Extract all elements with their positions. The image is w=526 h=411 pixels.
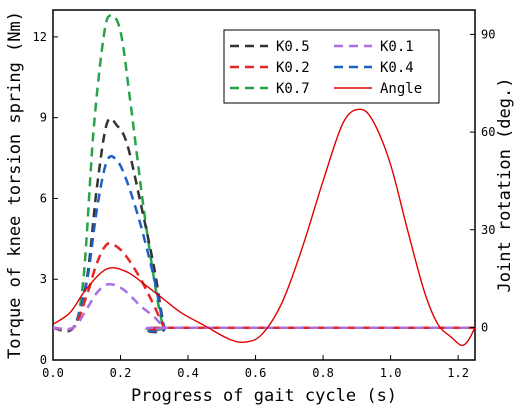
x-tick-label: 0.4	[177, 366, 199, 380]
y-axis-left-title: Torque of knee torsion spring (Nm)	[5, 11, 25, 359]
x-tick-label: 0.0	[42, 366, 64, 380]
y-axis-right-title: Joint rotation (deg.)	[495, 78, 515, 293]
series-line-k0-5	[52, 117, 475, 334]
plot-frame	[52, 9, 476, 361]
series-line-k0-2	[52, 241, 475, 332]
axis-layer: 0.0 0.2 0.4 0.6 0.8 1.0 1.2 0 3 6 9 12 0 30 60 90	[33, 27, 496, 380]
legend-label: K0.2	[276, 60, 310, 76]
y-left-tick-label: 9	[40, 111, 47, 125]
legend-label: Angle	[380, 81, 422, 97]
x-tick-label: 0.8	[312, 366, 334, 380]
y-right-tick-label: 60	[481, 125, 495, 139]
series-line-angle	[52, 108, 476, 347]
y-left-tick-label: 6	[40, 191, 47, 205]
series-line-k0-1	[52, 282, 475, 331]
x-tick-label: 0.6	[245, 366, 267, 380]
y-left-tick-label: 12	[33, 30, 47, 44]
series-layer	[52, 13, 476, 347]
y-right-tick-label: 30	[481, 223, 495, 237]
y-right-tick-label: 90	[481, 27, 495, 41]
x-tick-label: 1.2	[447, 366, 469, 380]
legend-label: K0.5	[276, 39, 310, 55]
y-left-tick-label: 3	[40, 272, 47, 286]
y-left-tick-label: 0	[40, 353, 47, 367]
x-axis-title: Progress of gait cycle (s)	[131, 386, 397, 406]
legend: K0.5 K0.1 K0.2 K0.4 K0.7 Angle	[223, 29, 440, 104]
x-tick-label: 1.0	[380, 366, 402, 380]
legend-box	[223, 29, 440, 104]
y-right-tick-label: 0	[481, 320, 488, 334]
legend-label: K0.4	[380, 60, 414, 76]
legend-label: K0.7	[276, 81, 310, 97]
legend-items: K0.5 K0.1 K0.2 K0.4 K0.7 Angle	[230, 39, 422, 97]
legend-label: K0.1	[380, 39, 414, 55]
x-tick-label: 0.2	[110, 366, 132, 380]
